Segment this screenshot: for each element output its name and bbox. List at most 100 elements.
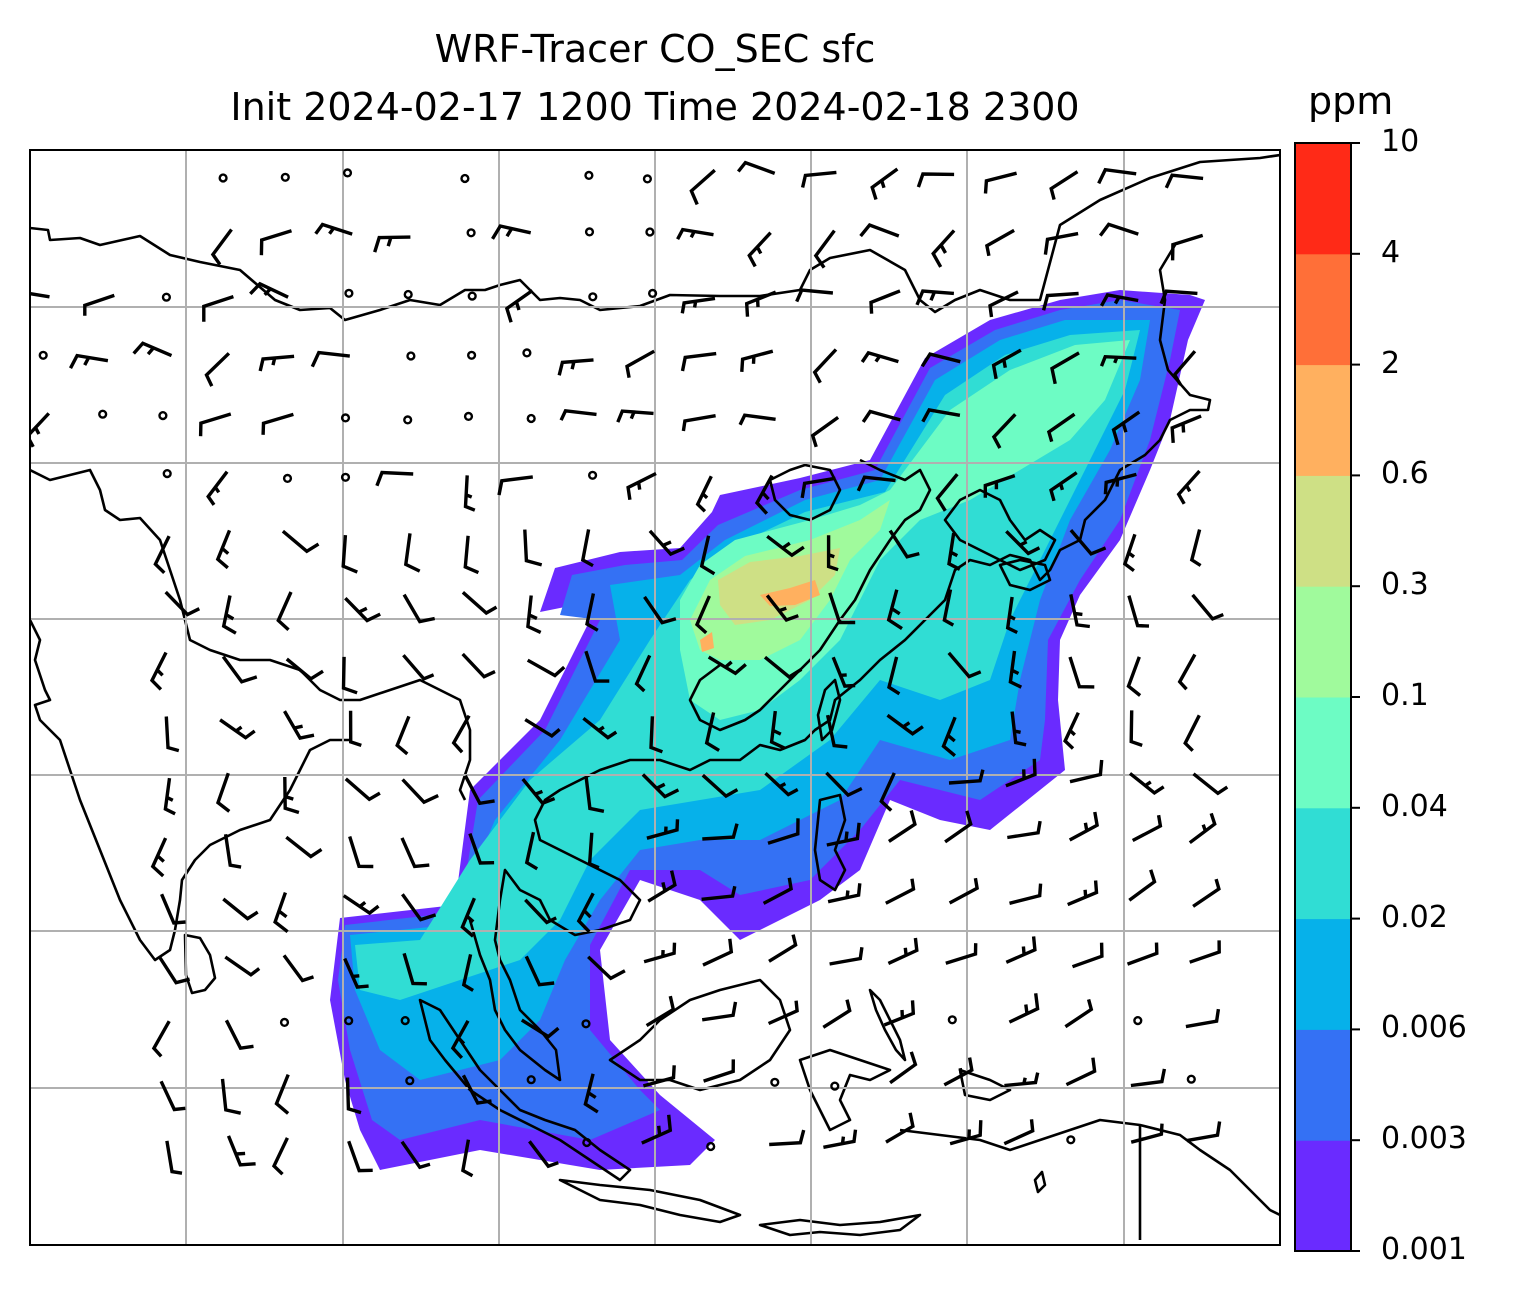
wind-barb (1005, 936, 1037, 964)
wind-barb (1128, 772, 1165, 795)
wind-barb (273, 892, 289, 934)
wind-barb (1111, 410, 1141, 446)
calm-wind-marker (405, 1076, 415, 1086)
wind-barb (740, 349, 774, 373)
wind-barb (210, 228, 233, 266)
wind-barb (30, 412, 51, 448)
wind-barb (314, 222, 353, 236)
wind-barb (1065, 1057, 1097, 1087)
wind-barb (224, 955, 261, 977)
colorbar-tick-label: 0.001 (1381, 1232, 1467, 1267)
wind-barb (271, 1137, 289, 1176)
wind-barb (1049, 170, 1079, 201)
wind-barb (400, 837, 430, 869)
wind-barb (879, 772, 896, 812)
wind-barb (524, 718, 561, 738)
calm-wind-marker (340, 472, 351, 482)
calm-wind-marker (406, 351, 416, 361)
calm-wind-marker (642, 174, 653, 184)
wind-barb (947, 651, 982, 679)
colorbar-segment (1295, 143, 1351, 255)
wind-barb (274, 1073, 290, 1115)
wind-barb (1130, 1068, 1167, 1088)
wind-barb (132, 341, 173, 358)
wind-barb (641, 1114, 673, 1145)
wind-barb (221, 595, 237, 635)
wind-barb (283, 710, 315, 741)
wind-barb (825, 771, 863, 798)
wind-barb (68, 353, 109, 369)
wind-barb (949, 1120, 983, 1146)
wind-barb (676, 227, 714, 240)
calm-wind-marker (1133, 1015, 1143, 1026)
calm-wind-marker (466, 228, 476, 238)
wind-barb (1010, 711, 1027, 747)
wind-barb (1100, 293, 1139, 307)
wind-barb (768, 934, 798, 963)
wind-barb (343, 957, 369, 989)
calm-wind-marker (584, 170, 594, 181)
wind-barb (859, 222, 900, 238)
wind-barb (226, 1135, 256, 1167)
wind-barb (888, 529, 920, 559)
wind-barb (1041, 291, 1079, 311)
wind-barb (202, 294, 234, 322)
wind-barb (523, 529, 543, 567)
wind-barb (1008, 650, 1023, 689)
calm-wind-marker (770, 1077, 780, 1087)
wind-barb (1126, 942, 1159, 966)
wind-barb (528, 1140, 559, 1169)
wind-barb (153, 535, 171, 575)
wind-barb (828, 592, 856, 625)
wind-barb (221, 655, 258, 684)
colorbar-tick-label: 0.3 (1381, 567, 1429, 603)
wind-barb (159, 1080, 186, 1112)
wind-barb (164, 716, 180, 753)
wind-barb (701, 773, 739, 799)
colorbar-ticks (1351, 142, 1360, 1252)
wind-barb (948, 769, 985, 785)
calm-wind-marker (526, 413, 536, 424)
calm-wind-marker (344, 288, 354, 298)
wind-barb (559, 408, 597, 421)
wind-barb (150, 837, 168, 878)
wind-barb (634, 654, 652, 693)
wind-barb (461, 1074, 492, 1105)
wind-barb (800, 170, 837, 188)
wind-barb (1050, 351, 1080, 385)
wind-barb (1170, 414, 1202, 444)
wind-barb (395, 715, 411, 756)
wind-barb (643, 595, 677, 625)
wind-barb (856, 475, 896, 492)
wind-barb (258, 354, 295, 372)
wind-barb (701, 885, 737, 901)
wind-barb (885, 878, 916, 905)
wind-barb (1008, 993, 1040, 1024)
wind-barb (1043, 231, 1079, 255)
wind-barb (649, 716, 663, 754)
wind-barb (991, 413, 1017, 449)
wind-barb (1007, 820, 1042, 840)
wind-barb (1069, 759, 1104, 784)
calm-wind-marker (647, 288, 658, 299)
wind-barb (1164, 173, 1204, 189)
wind-barb (991, 348, 1022, 380)
wind-barb (1189, 529, 1202, 567)
wind-barb (215, 529, 232, 570)
wind-barb (204, 352, 231, 387)
wind-barb (524, 955, 555, 987)
wind-barb (887, 937, 919, 965)
wind-barb (223, 834, 242, 869)
calm-wind-marker (645, 227, 655, 237)
wind-barb (276, 591, 293, 632)
colorbar-tick-label: 0.1 (1381, 678, 1429, 713)
wind-barb (812, 348, 838, 384)
calm-wind-marker (460, 173, 470, 184)
wind-barb (1159, 289, 1198, 305)
wind-barb (1098, 222, 1139, 237)
wind-barb (886, 589, 903, 631)
wind-barb (285, 835, 323, 859)
calm-wind-marker (400, 1015, 410, 1026)
wind-barb (1176, 469, 1201, 505)
colorbar-segment (1295, 586, 1351, 698)
